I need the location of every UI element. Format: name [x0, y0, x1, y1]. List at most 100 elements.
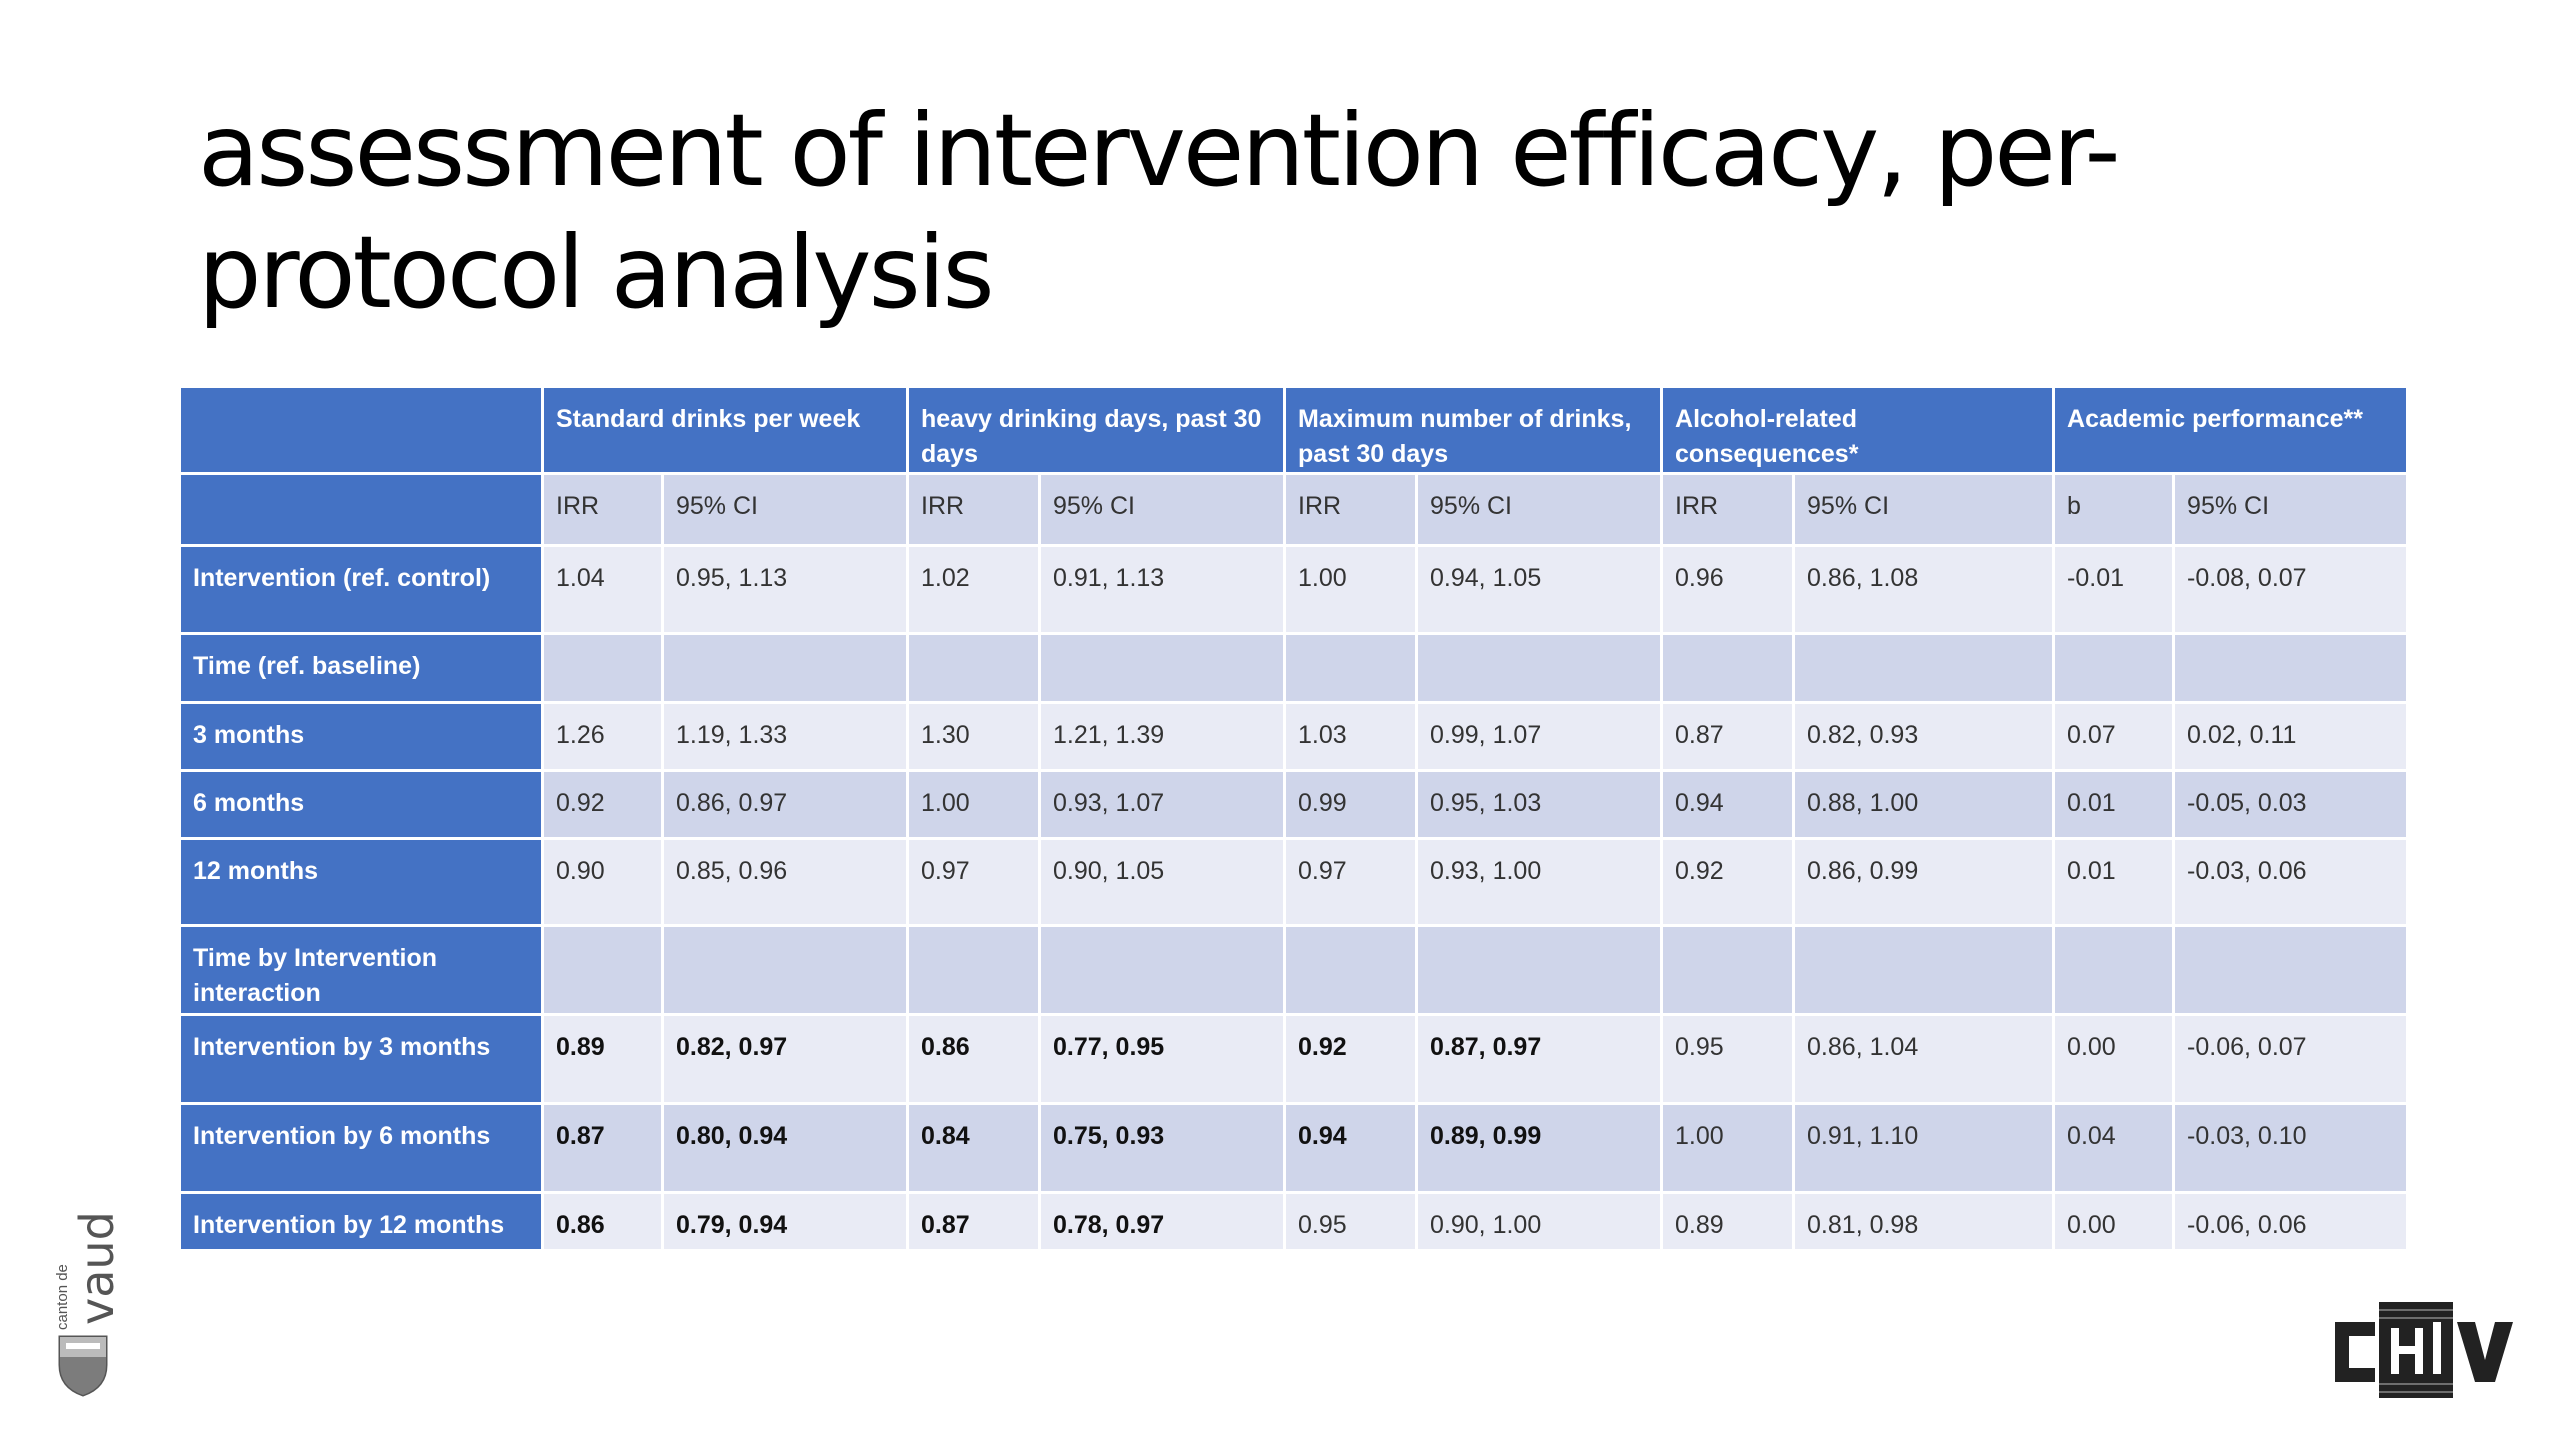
table-cell: 0.99: [1283, 769, 1419, 840]
table-cell: 0.86, 1.04: [1792, 1013, 2056, 1105]
subheader-cell: b: [2052, 472, 2176, 547]
table-cell: 0.87: [906, 1191, 1041, 1252]
table-cell: [1660, 924, 1796, 1016]
table-cell: 1.00: [906, 769, 1041, 840]
table-cell: 0.86: [541, 1191, 664, 1252]
row-label-cell: Intervention (ref. control): [178, 544, 544, 635]
table-cell: [2052, 924, 2176, 1016]
subheader-cell: 95% CI: [1792, 472, 2056, 547]
table-cell: 0.92: [1660, 837, 1796, 927]
table-cell: 0.94, 1.05: [1415, 544, 1664, 635]
table-cell: 0.86, 0.99: [1792, 837, 2056, 927]
table-cell: 0.89: [541, 1013, 664, 1105]
subheader-cell: IRR: [906, 472, 1041, 547]
table-cell: 0.07: [2052, 701, 2176, 772]
column-group-header: Standard drinks per week: [541, 385, 909, 475]
subheader-cell: IRR: [1283, 472, 1419, 547]
table-cell: 1.21, 1.39: [1037, 701, 1287, 772]
row-label-cell: Intervention by 6 months: [178, 1102, 544, 1194]
table-cell: -0.03, 0.10: [2172, 1102, 2410, 1194]
row-label-cell: Intervention by 12 months: [178, 1191, 544, 1252]
canton-de-vaud-logo: canton de vaud: [52, 1210, 124, 1400]
subheader-cell: IRR: [541, 472, 664, 547]
table-cell: 0.95, 1.13: [661, 544, 909, 635]
table-cell: 0.00: [2052, 1191, 2176, 1252]
subheader-cell: IRR: [1660, 472, 1796, 547]
table-cell: [1792, 924, 2056, 1016]
table-cell: [1415, 924, 1664, 1016]
table-cell: 0.82, 0.97: [661, 1013, 909, 1105]
table-cell: 0.96: [1660, 544, 1796, 635]
row-label-cell: Time (ref. baseline): [178, 632, 544, 704]
table-cell: 0.84: [906, 1102, 1041, 1194]
table-cell: [661, 632, 909, 704]
table-row: 12 months 0.90 0.85, 0.96 0.97 0.90, 1.05 0.9…: [178, 837, 2410, 927]
table-cell: -0.03, 0.06: [2172, 837, 2410, 927]
table-cell: 0.88, 1.00: [1792, 769, 2056, 840]
table-cell: 0.93, 1.00: [1415, 837, 1664, 927]
table-cell: 0.86, 0.97: [661, 769, 909, 840]
table-cell: 1.02: [906, 544, 1041, 635]
table-cell: 0.99, 1.07: [1415, 701, 1664, 772]
header-corner-cell: [178, 385, 544, 475]
table-row: 6 months 0.92 0.86, 0.97 1.00 0.93, 1.07 0.99…: [178, 769, 2410, 840]
table-cell: 0.89, 0.99: [1415, 1102, 1664, 1194]
table-cell: 0.90, 1.05: [1037, 837, 1287, 927]
table-row: Time (ref. baseline): [178, 632, 2410, 704]
logo-vaud-text: vaud: [70, 1211, 124, 1325]
table-cell: 0.75, 0.93: [1037, 1102, 1287, 1194]
table-row: 3 months 1.26 1.19, 1.33 1.30 1.21, 1.39 1.03…: [178, 701, 2410, 772]
table-cell: [1415, 632, 1664, 704]
table-cell: 0.97: [906, 837, 1041, 927]
table-cell: 0.01: [2052, 837, 2176, 927]
row-label-cell: Time by Intervention interaction: [178, 924, 544, 1016]
subheader-cell: 95% CI: [2172, 472, 2410, 547]
table-cell: 0.92: [541, 769, 664, 840]
vaud-shield-icon: [58, 1335, 108, 1397]
table-cell: 0.91, 1.13: [1037, 544, 1287, 635]
table-cell: 0.95, 1.03: [1415, 769, 1664, 840]
table-cell: -0.06, 0.06: [2172, 1191, 2410, 1252]
table-cell: 0.82, 0.93: [1792, 701, 2056, 772]
table-cell: -0.06, 0.07: [2172, 1013, 2410, 1105]
row-label-cell: Intervention by 3 months: [178, 1013, 544, 1105]
table-row: Time by Intervention interaction: [178, 924, 2410, 1016]
table-cell: [1037, 924, 1287, 1016]
table-cell: 0.94: [1660, 769, 1796, 840]
table-cell: 0.86, 1.08: [1792, 544, 2056, 635]
table-cell: [541, 632, 664, 704]
table-cell: 0.94: [1283, 1102, 1419, 1194]
row-label-cell: 12 months: [178, 837, 544, 927]
row-label-cell: [178, 472, 544, 547]
table-cell: 1.04: [541, 544, 664, 635]
table-cell: [1660, 632, 1796, 704]
table-cell: [2052, 632, 2176, 704]
table-cell: 0.02, 0.11: [2172, 701, 2410, 772]
table-cell: 0.80, 0.94: [661, 1102, 909, 1194]
table-cell: 0.92: [1283, 1013, 1419, 1105]
table-cell: 0.90: [541, 837, 664, 927]
table-cell: [661, 924, 909, 1016]
table-cell: 1.26: [541, 701, 664, 772]
table-cell: 1.30: [906, 701, 1041, 772]
table-cell: 1.03: [1283, 701, 1419, 772]
table-cell: 0.95: [1283, 1191, 1419, 1252]
table-row: Intervention (ref. control) 1.04 0.95, 1.1…: [178, 544, 2410, 635]
table-cell: -0.01: [2052, 544, 2176, 635]
table-cell: [1283, 632, 1419, 704]
subheader-cell: 95% CI: [661, 472, 909, 547]
table-cell: [1283, 924, 1419, 1016]
subheader-cell: 95% CI: [1037, 472, 1287, 547]
table-cell: 1.00: [1283, 544, 1419, 635]
table-cell: 0.93, 1.07: [1037, 769, 1287, 840]
table-cell: -0.08, 0.07: [2172, 544, 2410, 635]
table-cell: 0.81, 0.98: [1792, 1191, 2056, 1252]
logo-canton-de-text: canton de: [54, 1264, 71, 1330]
table-cell: 0.86: [906, 1013, 1041, 1105]
table-row: Intervention by 3 months 0.89 0.82, 0.97 0.…: [178, 1013, 2410, 1105]
table-row: Intervention by 6 months 0.87 0.80, 0.94 0.…: [178, 1102, 2410, 1194]
column-group-header: Academic performance**: [2052, 385, 2410, 475]
table-cell: 0.91, 1.10: [1792, 1102, 2056, 1194]
table-cell: 0.04: [2052, 1102, 2176, 1194]
row-label-cell: 3 months: [178, 701, 544, 772]
